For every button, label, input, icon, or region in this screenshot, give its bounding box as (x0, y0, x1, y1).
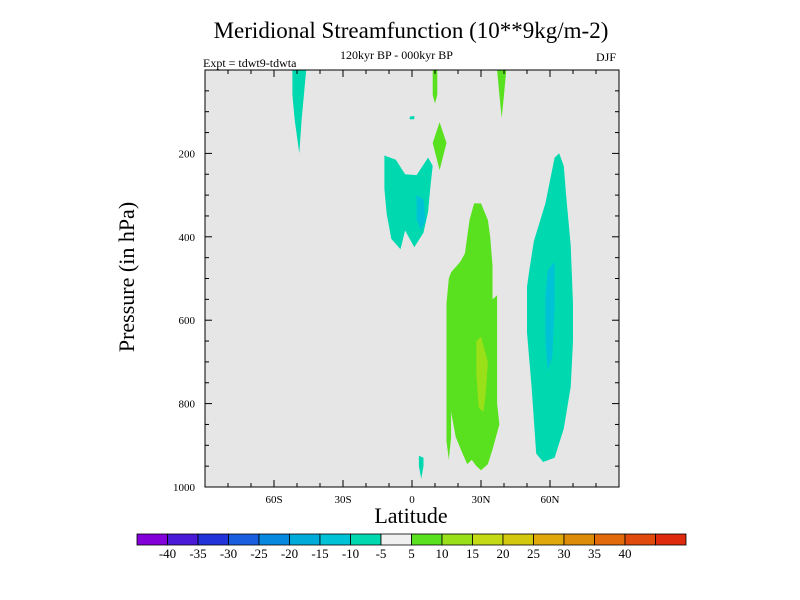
colorbar-swatch (441, 533, 473, 546)
contour-region-cell-5N-top (432, 70, 438, 104)
contour-region-cell-5S-core (416, 195, 426, 231)
colorbar-swatch (167, 533, 199, 546)
contour-region-cell-35N-top (497, 70, 507, 118)
colorbar-label: 25 (527, 546, 540, 561)
colorbar-swatch (411, 533, 443, 546)
season-label: DJF (596, 50, 617, 64)
contour-region-cell-25N-main (446, 203, 500, 471)
chart-subtitle: 120kyr BP - 000kyr BP (340, 48, 453, 62)
y-tick-label: 800 (179, 399, 196, 411)
y-tick-label: 600 (179, 315, 196, 327)
contour-region-cell-12N-strand (446, 403, 452, 460)
chart-title: Meridional Streamfunction (10**9kg/m-2) (213, 18, 609, 43)
x-tick-label: 30N (472, 494, 491, 506)
y-tick-label: 1000 (173, 482, 196, 494)
contour-region-cell-55N-core (545, 261, 555, 371)
colorbar-label: -30 (220, 546, 237, 561)
colorbar-label: 30 (558, 546, 571, 561)
colorbar-swatch (594, 533, 626, 546)
colorbar-swatch (533, 533, 565, 546)
colorbar-swatch (289, 533, 321, 546)
colorbar-label: 35 (588, 546, 601, 561)
x-tick-label: 60S (265, 494, 282, 506)
colorbar-label: 10 (436, 546, 449, 561)
y-tick-label: 200 (179, 148, 196, 160)
colorbar-swatch (655, 533, 687, 546)
colorbar-swatch (197, 533, 229, 546)
colorbar-label: 20 (497, 546, 510, 561)
contour-region-cell-5N-diamond (432, 122, 447, 171)
colorbar-label: -15 (311, 546, 328, 561)
colorbar-swatch (563, 533, 595, 546)
contour-region-cell-50S-upper (292, 70, 307, 154)
x-tick-label: 60N (541, 494, 560, 506)
x-tick-label: 30S (334, 494, 351, 506)
colorbar-label: -5 (376, 546, 387, 561)
colorbar-label: -40 (159, 546, 176, 561)
contour-region-cell-0-small (409, 115, 415, 120)
colorbar-swatch (472, 533, 504, 546)
x-axis-label: Latitude (374, 503, 448, 528)
x-tick-label: 0 (409, 494, 415, 506)
colorbar-swatch (350, 533, 382, 546)
colorbar-label: 15 (466, 546, 479, 561)
experiment-label: Expt = tdwt9-tdwta (203, 56, 297, 70)
colorbar-swatch (502, 533, 534, 546)
colorbar-swatch (228, 533, 260, 546)
colorbar-label: -35 (189, 546, 206, 561)
colorbar-label: -25 (250, 546, 267, 561)
colorbar-label: 5 (408, 546, 415, 561)
colorbar-label: -10 (342, 546, 359, 561)
colorbar-swatch (258, 533, 290, 546)
y-tick-label: 400 (179, 232, 196, 244)
colorbar-swatch (136, 533, 168, 546)
contour-region-cell-2N-small (418, 455, 424, 479)
colorbar-label: -20 (281, 546, 298, 561)
contour-region-cell-30N-core (476, 336, 488, 412)
colorbar-swatch (624, 533, 656, 546)
colorbar-swatch (319, 533, 351, 546)
colorbar-swatch (380, 533, 412, 546)
colorbar-label: 40 (619, 546, 632, 561)
